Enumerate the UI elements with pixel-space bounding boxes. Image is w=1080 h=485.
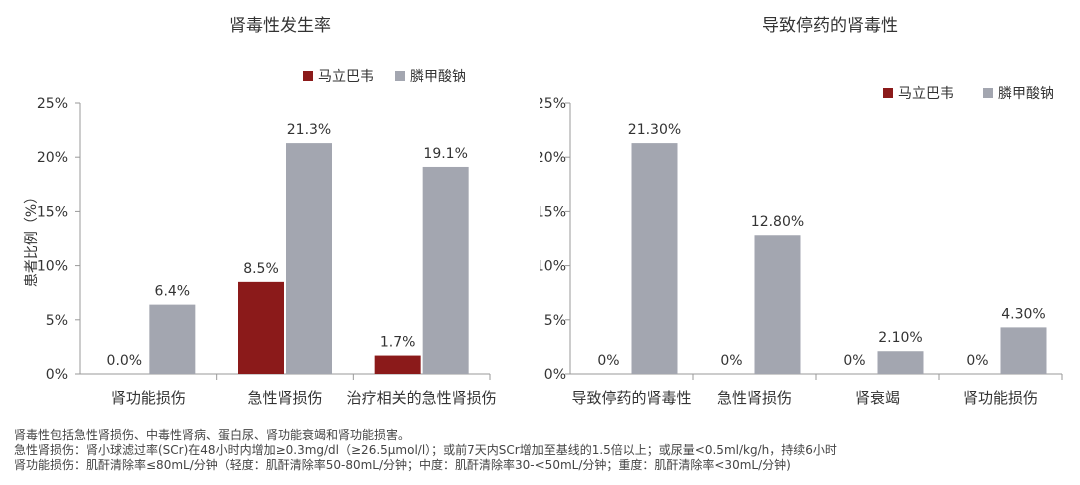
data-label: 0% — [597, 353, 619, 369]
discontinuation-renal-toxicity-chart: 导致停药的肾毒性马立巴韦膦甲酸钠0%5%10%15%20%25%导致停药的肾毒性… — [540, 16, 1063, 407]
data-label: 0% — [843, 353, 865, 369]
data-label: 8.5% — [243, 261, 279, 277]
chart-title: 导致停药的肾毒性 — [762, 16, 898, 36]
y-tick-label: 25% — [37, 96, 68, 112]
x-tick-label: 急性肾损伤 — [247, 389, 322, 407]
x-tick-label: 急性肾损伤 — [717, 389, 792, 407]
x-tick-label: 肾功能损伤 — [963, 389, 1038, 407]
x-tick-label: 肾衰竭 — [855, 389, 900, 407]
legend-label: 马立巴韦 — [898, 86, 954, 102]
x-tick-label: 导致停药的肾毒性 — [571, 389, 691, 407]
y-tick-label: 10% — [37, 259, 68, 275]
footnotes: 肾毒性包括急性肾损伤、中毒性肾病、蛋白尿、肾功能衰竭和肾功能损害。 急性肾损伤：… — [14, 428, 837, 473]
footnote-renal-impairment: 肾功能损伤：肌酐清除率≤80mL/分钟（轻度：肌酐清除率50-80mL/分钟；中… — [14, 458, 791, 472]
legend-swatch — [983, 88, 993, 98]
bar-series2-1 — [286, 143, 332, 374]
chart-title: 肾毒性发生率 — [229, 16, 331, 36]
legend-label: 膦甲酸钠 — [998, 86, 1054, 102]
x-tick-label: 治疗相关的急性肾损伤 — [347, 389, 497, 407]
bar-series2-0 — [631, 143, 678, 374]
legend-swatch — [883, 88, 893, 98]
data-label: 0% — [720, 353, 742, 369]
data-label: 19.1% — [423, 146, 467, 162]
bar-series2-0 — [149, 304, 196, 374]
bar-series1-1 — [238, 281, 284, 374]
footnote-renal-toxicity: 肾毒性包括急性肾损伤、中毒性肾病、蛋白尿、肾功能衰竭和肾功能损害。 — [14, 428, 411, 442]
y-tick-label: 15% — [540, 204, 566, 220]
y-tick-label: 5% — [544, 313, 566, 329]
bar-series2-2 — [877, 351, 924, 374]
bar-series2-1 — [754, 235, 801, 374]
data-label: 4.30% — [1001, 306, 1045, 322]
legend-label: 膦甲酸钠 — [410, 69, 466, 85]
y-tick-label: 0% — [544, 367, 566, 383]
y-tick-label: 10% — [540, 259, 566, 275]
bar-series2-3 — [1000, 327, 1047, 374]
y-tick-label: 5% — [46, 313, 68, 329]
y-tick-label: 25% — [540, 96, 566, 112]
data-label: 1.7% — [380, 335, 416, 351]
data-label: 2.10% — [878, 330, 922, 346]
legend-swatch — [303, 71, 313, 81]
data-label: 0.0% — [107, 353, 143, 369]
footnote-acute-kidney-injury: 急性肾损伤：肾小球滤过率(SCr)在48小时内增加≥0.3mg/dl（≥26.5… — [14, 443, 837, 457]
y-tick-label: 20% — [37, 150, 68, 166]
data-label: 0% — [966, 353, 988, 369]
data-label: 21.3% — [287, 122, 331, 138]
data-label: 6.4% — [155, 284, 191, 300]
y-tick-label: 20% — [540, 150, 566, 166]
data-label: 12.80% — [751, 214, 804, 230]
bar-series2-2 — [422, 166, 469, 374]
data-label: 21.30% — [628, 122, 681, 138]
y-tick-label: 0% — [46, 367, 68, 383]
legend-label: 马立巴韦 — [318, 69, 374, 85]
bar-series1-2 — [374, 355, 421, 374]
y-axis-label: 患者比例（%） — [24, 190, 40, 287]
legend-swatch — [395, 71, 405, 81]
x-tick-label: 肾功能损伤 — [111, 389, 186, 407]
y-tick-label: 15% — [37, 204, 68, 220]
